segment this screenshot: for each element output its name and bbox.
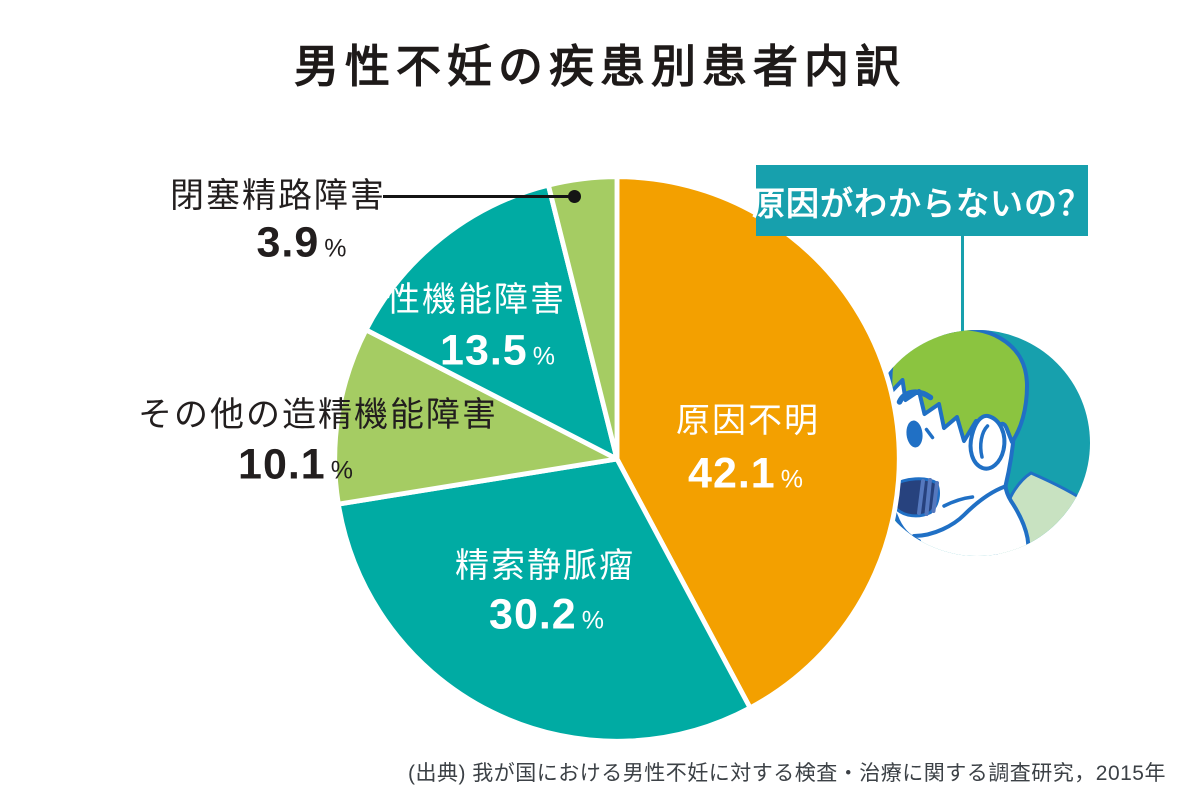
pie-slice-4: [545, 174, 620, 462]
slice-label-sonota-zosei: その他の造精機能障害: [138, 396, 498, 434]
percent-unit: %: [532, 342, 556, 371]
eye-shape: [906, 420, 923, 448]
slice-value-seisaku-jomyakuryu: 30.2%: [489, 590, 605, 639]
percent-number: 42.1: [688, 449, 776, 498]
ear-shape: [968, 413, 1007, 471]
mouth-hatch-lines: [917, 478, 939, 516]
percent-number: 30.2: [489, 590, 577, 639]
chart-title: 男性不妊の疾患別患者内訳: [293, 41, 906, 92]
slice-label-seikinou-shougai: 性機能障害: [386, 281, 566, 319]
chin-crease-line: [942, 495, 975, 508]
percent-unit: %: [581, 606, 605, 635]
slice-label-seisaku-jomyakuryu: 精索静脈瘤: [455, 547, 635, 585]
source-citation: (出典) 我が国における男性不妊に対する検査・治療に関する調査研究，2015年: [407, 762, 1166, 785]
jaw-line: [912, 484, 1007, 538]
percent-unit: %: [330, 456, 354, 485]
speech-bubble-text: 原因がわからないの？: [752, 184, 1092, 222]
slice-value-heisoku-seiro: 3.9%: [256, 218, 348, 267]
slice-label-genin-fumei: 原因不明: [676, 402, 820, 440]
pie-slice-1: [335, 456, 753, 744]
leader-dot: [568, 190, 581, 203]
percent-unit: %: [324, 234, 348, 263]
eyebrow-line: [896, 389, 934, 405]
speech-bubble: 原因がわからないの？: [752, 165, 1091, 236]
ear-inner-line: [979, 424, 990, 459]
slice-value-sonota-zosei: 10.1%: [238, 440, 354, 489]
man-face-illustration: [864, 330, 1090, 556]
bubble-connector-line: [961, 234, 964, 332]
percent-number: 10.1: [238, 440, 326, 489]
percent-unit: %: [780, 465, 804, 494]
percent-number: 13.5: [440, 326, 528, 375]
pie-slice-3: [363, 182, 620, 462]
cheek-dash-line: [924, 427, 935, 440]
percent-number: 3.9: [256, 218, 320, 267]
slice-value-genin-fumei: 42.1%: [688, 449, 804, 498]
pie-slice-0: [614, 174, 902, 711]
slice-value-seikinou-shougai: 13.5%: [440, 326, 556, 375]
pie-slice-2: [332, 327, 620, 507]
label-leader-line: [383, 190, 581, 203]
slice-label-heisoku-seiro: 閉塞精路障害: [170, 177, 386, 215]
hair-shape: [888, 330, 1029, 447]
pie-chart: [332, 174, 902, 744]
